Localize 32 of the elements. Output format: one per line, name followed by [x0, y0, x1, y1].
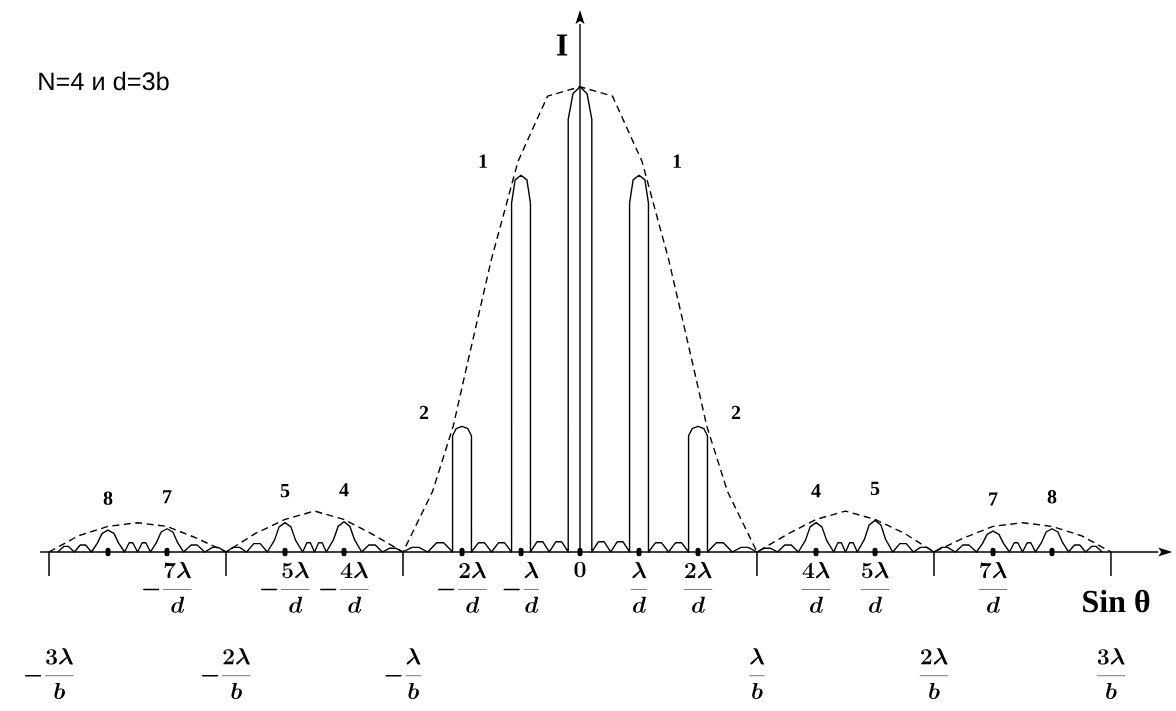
- chart-title: N=4 и d=3b: [39, 71, 169, 91]
- x2-tick-label: $\frac{\lambda}{b}$: [749, 648, 765, 700]
- x-tick-label: $-\frac{4\lambda}{d}$: [320, 562, 369, 613]
- annotation: 4: [811, 484, 821, 498]
- x-tick-label: $\frac{\lambda}{d}$: [631, 562, 647, 613]
- x-tick-label: $-\frac{2\lambda}{d}$: [438, 562, 487, 613]
- x2-tick-label: $\frac{3\lambda}{b}$: [1096, 648, 1126, 700]
- y-axis-title: I: [556, 34, 568, 56]
- annotation: 1: [479, 154, 487, 168]
- x-tick-label: $\frac{5\lambda}{d}$: [860, 562, 890, 613]
- x2-tick-label: $\frac{2\lambda}{b}$: [919, 648, 949, 700]
- x2-tick-label: $-\frac{2\lambda}{b}$: [202, 648, 251, 700]
- x-axis-title: Sin θ: [1083, 589, 1150, 613]
- x-tick-label: $-\frac{5\lambda}{d}$: [261, 562, 310, 613]
- annotation: 7: [163, 490, 172, 504]
- annotation: 5: [870, 481, 880, 495]
- x-tick-label: $\frac{4\lambda}{d}$: [801, 562, 831, 613]
- x-tick-label: $-\frac{7\lambda}{d}$: [143, 562, 192, 613]
- annotation: 1: [673, 154, 681, 168]
- x-tick-label: $\frac{2\lambda}{d}$: [683, 562, 713, 613]
- annotation: 5: [280, 484, 290, 498]
- x2-tick-label: $-\frac{\lambda}{b}$: [385, 648, 422, 700]
- annotation: 2: [419, 405, 429, 420]
- x-tick-label: $\frac{7\lambda}{d}$: [978, 562, 1008, 613]
- x-tick-label: $0$: [574, 561, 586, 578]
- annotation: 8: [1047, 489, 1057, 504]
- x-tick-label: $-\frac{\lambda}{d}$: [503, 562, 540, 613]
- annotation: 2: [731, 405, 741, 420]
- annotation: 8: [103, 491, 113, 505]
- annotation: 4: [339, 483, 349, 497]
- annotation: 7: [989, 492, 998, 506]
- x2-tick-label: $-\frac{3\lambda}{b}$: [25, 648, 74, 700]
